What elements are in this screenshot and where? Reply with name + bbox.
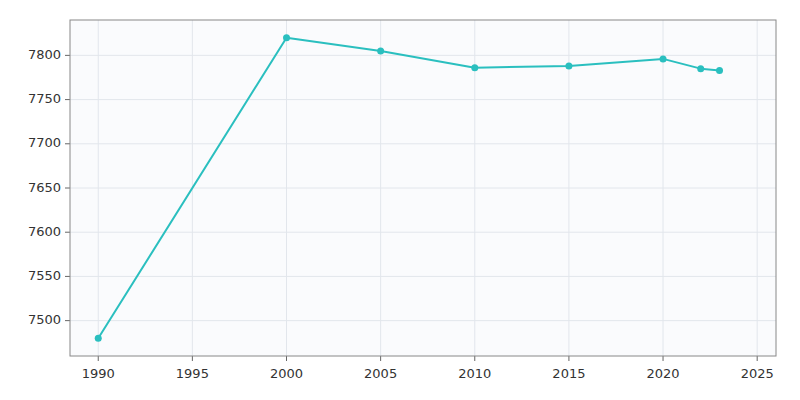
- y-tick-label: 7650: [28, 180, 61, 195]
- chart: 1990 1995 2000 2005 2010 2015 2020 2025 7500 7550…: [0, 0, 800, 400]
- x-tick-label: 1995: [176, 366, 209, 381]
- y-grid-line: [70, 232, 776, 233]
- plot-frame: [70, 20, 776, 356]
- y-tick-label: 7700: [28, 135, 61, 150]
- y-tick: [65, 320, 70, 321]
- point: [697, 65, 704, 72]
- point: [565, 62, 572, 69]
- y-tick-label: 7800: [28, 47, 61, 62]
- point: [95, 335, 102, 342]
- y-tick-label: 7500: [28, 312, 61, 327]
- x-tick-label: 2005: [364, 366, 397, 381]
- y-tick: [65, 276, 70, 277]
- point: [283, 34, 290, 41]
- y-grid-line: [70, 143, 776, 144]
- point: [716, 67, 723, 74]
- point: [377, 47, 384, 54]
- x-tick-label: 2000: [270, 366, 303, 381]
- x-tick-label: 2010: [458, 366, 491, 381]
- y-tick-label: 7600: [28, 224, 61, 239]
- x-tick: [568, 356, 569, 361]
- y-grid-line: [70, 320, 776, 321]
- y-tick: [65, 143, 70, 144]
- x-tick: [380, 356, 381, 361]
- point: [471, 64, 478, 71]
- plot-background: [70, 20, 776, 356]
- y-grid-line: [70, 188, 776, 189]
- y-tick: [65, 232, 70, 233]
- y-grid-line: [70, 55, 776, 56]
- x-tick: [663, 356, 664, 361]
- y-tick-label: 7550: [28, 268, 61, 283]
- point: [660, 55, 667, 62]
- x-tick: [192, 356, 193, 361]
- y-grid-line: [70, 99, 776, 100]
- y-grid-line: [70, 276, 776, 277]
- x-tick: [757, 356, 758, 361]
- chart-container: 1990 1995 2000 2005 2010 2015 2020 2025 7500 7550…: [0, 0, 800, 400]
- x-tick-label: 2025: [741, 366, 774, 381]
- x-tick-label: 2015: [552, 366, 585, 381]
- x-tick: [286, 356, 287, 361]
- series: [95, 34, 723, 342]
- y-tick: [65, 55, 70, 56]
- grid: [70, 20, 776, 356]
- x-tick-label: 2020: [646, 366, 679, 381]
- line: [98, 38, 719, 339]
- axes: 1990 1995 2000 2005 2010 2015 2020 2025 7500 7550…: [28, 47, 774, 381]
- y-tick-label: 7750: [28, 91, 61, 106]
- x-tick: [474, 356, 475, 361]
- x-tick-label: 1990: [82, 366, 115, 381]
- y-tick: [65, 99, 70, 100]
- x-tick: [98, 356, 99, 361]
- y-tick: [65, 188, 70, 189]
